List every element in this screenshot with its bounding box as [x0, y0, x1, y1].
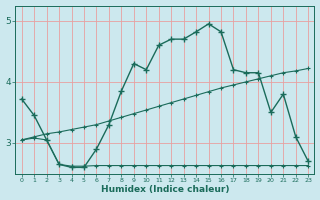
X-axis label: Humidex (Indice chaleur): Humidex (Indice chaleur) [101, 185, 229, 194]
